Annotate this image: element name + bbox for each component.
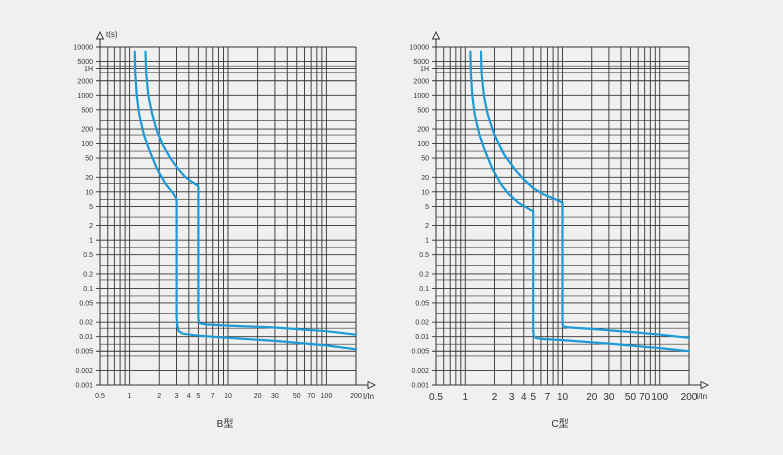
y-tick-label: 0.002 — [75, 368, 93, 375]
x-tick-label: 4 — [187, 393, 191, 400]
curves — [133, 50, 358, 351]
y-tick-label: 50 — [85, 156, 93, 163]
y-tick-label: 200 — [81, 127, 93, 134]
x-tick-labels: 0.5 1 2 3 4 5 7 10 20 30 50 70 100 200 — [429, 392, 698, 403]
x-tick-label: 10 — [557, 392, 569, 403]
y-tick-label: 2000 — [413, 78, 429, 85]
x-tick-label: 200 — [350, 393, 362, 400]
y-tick-label: 0.1 — [83, 286, 93, 293]
x-axis-label: I/In — [363, 392, 374, 401]
y-tick-label: 0.01 — [79, 334, 93, 341]
x-tick-label: 0.5 — [429, 392, 443, 403]
grid-lines — [96, 46, 357, 386]
y-tick-label: 10000 — [410, 45, 430, 52]
y-tick-label: 2000 — [77, 78, 93, 85]
y-tick-label: 0.2 — [83, 271, 93, 278]
curve-series-upper — [144, 50, 358, 336]
y-tick-label: 1H — [84, 66, 93, 73]
y-tick-label: 0.01 — [415, 334, 429, 341]
y-tick-label: 2 — [89, 223, 93, 230]
x-tick-label: 3 — [509, 392, 515, 403]
y-tick-label: 10 — [85, 189, 93, 196]
x-tick-label: 100 — [651, 392, 668, 403]
y-tick-label: 50 — [421, 156, 429, 163]
y-axis-arrow-icon — [431, 30, 441, 40]
axes: I/In — [431, 30, 710, 401]
curve-series-lower — [469, 50, 691, 353]
axes: t(s) I/In — [95, 30, 377, 401]
x-tick-label: 3 — [175, 393, 179, 400]
y-tick-label: 500 — [81, 107, 93, 114]
x-tick-label: 30 — [603, 392, 615, 403]
curves — [469, 50, 691, 353]
y-tick-label: 5 — [425, 204, 429, 211]
y-axis-arrow-icon — [95, 30, 105, 40]
x-tick-label: 20 — [254, 393, 262, 400]
chart-title: B型 — [217, 417, 234, 430]
y-tick-label: 0.02 — [79, 320, 93, 327]
y-tick-label: 5 — [89, 204, 93, 211]
y-axis-label: t(s) — [106, 30, 118, 39]
y-tick-label: 0.05 — [415, 300, 429, 307]
x-tick-label: 1 — [128, 393, 132, 400]
y-tick-label: 200 — [417, 127, 429, 134]
y-tick-label: 5000 — [413, 59, 429, 66]
x-tick-label: 5 — [196, 393, 200, 400]
y-tick-label: 0.001 — [411, 383, 429, 390]
chart-title: C型 — [551, 417, 568, 430]
x-tick-label: 2 — [157, 393, 161, 400]
y-tick-label: 20 — [421, 175, 429, 182]
y-tick-label: 10000 — [74, 45, 94, 52]
x-tick-label: 2 — [492, 392, 498, 403]
y-tick-label: 100 — [417, 141, 429, 148]
x-axis-label: I/In — [696, 392, 707, 401]
x-axis-arrow-icon — [367, 380, 377, 390]
y-tick-label: 500 — [417, 107, 429, 114]
x-tick-label: 200 — [681, 392, 698, 403]
x-tick-label: 50 — [293, 393, 301, 400]
y-tick-label: 0.1 — [419, 286, 429, 293]
y-tick-label: 0.05 — [79, 300, 93, 307]
x-tick-label: 1 — [462, 392, 468, 403]
x-tick-label: 50 — [625, 392, 637, 403]
x-tick-label: 70 — [639, 392, 651, 403]
curve-series-upper — [479, 50, 691, 339]
y-tick-label: 5000 — [77, 59, 93, 66]
y-tick-label: 1000 — [413, 93, 429, 100]
y-tick-label: 1000 — [77, 93, 93, 100]
y-tick-label: 0.005 — [75, 349, 93, 356]
x-tick-label: 0.5 — [95, 393, 105, 400]
y-tick-label: 1 — [89, 238, 93, 245]
y-tick-label: 0.2 — [419, 271, 429, 278]
x-tick-label: 7 — [545, 392, 551, 403]
y-tick-label: 1 — [425, 238, 429, 245]
x-tick-label: 70 — [307, 393, 315, 400]
y-tick-label: 0.002 — [411, 368, 429, 375]
y-tick-label: 20 — [85, 175, 93, 182]
y-tick-label: 100 — [81, 141, 93, 148]
y-tick-label: 0.02 — [415, 320, 429, 327]
curve-series-lower — [133, 50, 358, 351]
chart-panel-b: t(s)I/In1000050001H200010005002001005020… — [74, 30, 377, 430]
x-tick-label: 100 — [321, 393, 333, 400]
y-tick-label: 0.5 — [83, 252, 93, 259]
y-tick-label: 0.001 — [75, 383, 93, 390]
x-axis-arrow-icon — [700, 380, 710, 390]
x-tick-label: 7 — [211, 393, 215, 400]
x-tick-label: 10 — [224, 393, 232, 400]
y-tick-label: 0.5 — [419, 252, 429, 259]
x-tick-labels: 0.5 1 2 3 4 5 7 10 20 30 50 70 100 200 — [95, 393, 362, 400]
x-tick-label: 5 — [530, 392, 536, 403]
y-tick-label: 0.005 — [411, 349, 429, 356]
x-tick-label: 20 — [586, 392, 598, 403]
y-tick-label: 10 — [421, 189, 429, 196]
y-tick-label: 2 — [425, 223, 429, 230]
x-tick-label: 30 — [271, 393, 279, 400]
y-tick-label: 1H — [420, 66, 429, 73]
x-tick-label: 4 — [521, 392, 527, 403]
